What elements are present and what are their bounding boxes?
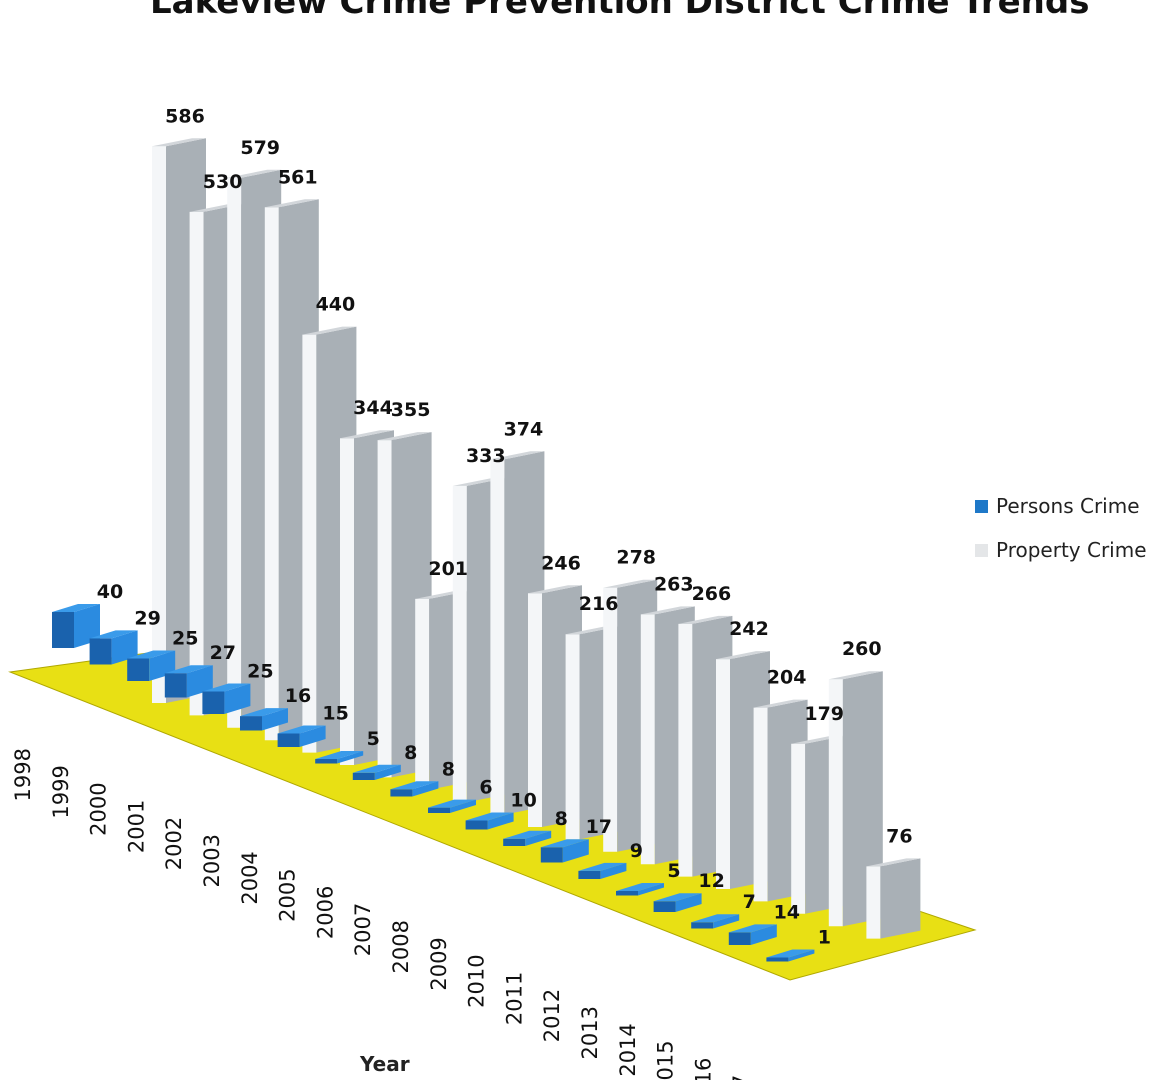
data-label-property-2001: 561 xyxy=(278,166,318,188)
data-label-property-2005: 201 xyxy=(428,558,468,580)
data-label-persons-2006: 8 xyxy=(404,742,417,764)
data-label-persons-2005: 5 xyxy=(367,728,380,750)
bar-property-2016 xyxy=(828,671,883,927)
data-label-persons-2000: 25 xyxy=(172,628,198,650)
legend-label-persons: Persons Crime xyxy=(996,494,1140,518)
data-label-persons-2002: 25 xyxy=(247,661,273,683)
data-label-property-2003: 344 xyxy=(353,397,393,419)
bar-property-2017 xyxy=(866,858,921,939)
bar-persons-1998 xyxy=(52,604,100,648)
x-tick-2005: 2005 xyxy=(276,868,300,921)
x-tick-2008: 2008 xyxy=(389,920,413,973)
data-label-property-2004: 355 xyxy=(391,399,431,421)
data-label-persons-2003: 16 xyxy=(285,685,311,707)
bar-persons-2015 xyxy=(691,914,740,929)
data-label-property-2013: 242 xyxy=(729,618,769,640)
x-tick-2004: 2004 xyxy=(238,851,262,904)
data-label-persons-2009: 10 xyxy=(510,790,536,812)
bar-persons-2017 xyxy=(766,949,815,962)
x-tick-2002: 2002 xyxy=(162,817,186,870)
data-label-persons-2014: 12 xyxy=(698,870,724,892)
x-tick-2006: 2006 xyxy=(313,886,337,939)
data-label-persons-2016: 14 xyxy=(774,901,800,923)
x-tick-2009: 2009 xyxy=(427,937,451,990)
data-label-persons-2011: 17 xyxy=(586,816,612,838)
bar-persons-2008 xyxy=(428,799,476,813)
bar-persons-2011 xyxy=(540,839,589,863)
bar-persons-1999 xyxy=(89,630,138,665)
x-axis-label: Year xyxy=(360,1052,410,1076)
data-label-persons-2013: 5 xyxy=(667,860,680,882)
legend-swatch-persons xyxy=(975,499,988,513)
bar-persons-2005 xyxy=(315,751,364,764)
bar-persons-2012 xyxy=(578,862,627,879)
data-label-property-2002: 440 xyxy=(316,294,356,316)
data-label-persons-2008: 6 xyxy=(479,777,492,799)
x-tick-1998: 1998 xyxy=(11,748,35,801)
bar-persons-2007 xyxy=(390,781,439,797)
legend-item-persons: Persons Crime xyxy=(975,484,1147,528)
data-label-persons-1998: 40 xyxy=(97,581,123,603)
data-label-persons-2007: 8 xyxy=(442,758,455,780)
data-label-property-2007: 374 xyxy=(504,418,544,440)
bar-persons-2001 xyxy=(164,665,213,698)
data-label-persons-2015: 7 xyxy=(743,891,756,913)
data-label-property-2014: 204 xyxy=(767,667,807,689)
data-label-property-2016: 260 xyxy=(842,638,882,660)
data-label-property-2010: 278 xyxy=(616,547,656,569)
bar-persons-2003 xyxy=(240,708,288,731)
data-label-persons-2001: 27 xyxy=(210,642,236,664)
data-label-property-2008: 246 xyxy=(541,552,581,574)
data-label-property-2015: 179 xyxy=(804,703,844,725)
data-label-persons-1999: 29 xyxy=(134,607,160,629)
x-tick-2001: 2001 xyxy=(124,800,148,853)
x-tick-2003: 2003 xyxy=(200,834,224,887)
legend-item-property: Property Crime xyxy=(975,528,1147,572)
bar-persons-2006 xyxy=(352,764,401,780)
data-label-property-2006: 333 xyxy=(466,445,506,467)
bar-persons-2010 xyxy=(503,830,552,846)
bar-persons-2004 xyxy=(277,725,326,747)
x-tick-1999: 1999 xyxy=(49,765,73,818)
x-tick-2016: 2016 xyxy=(691,1058,715,1080)
x-tick-2011: 2011 xyxy=(502,972,526,1025)
data-label-persons-2012: 9 xyxy=(630,840,643,862)
bar-persons-2013 xyxy=(616,883,664,896)
data-label-property-2009: 216 xyxy=(579,593,619,615)
data-label-property-1999: 530 xyxy=(203,171,243,193)
data-label-property-1998: 586 xyxy=(165,105,205,127)
x-tick-2000: 2000 xyxy=(87,782,111,835)
data-label-persons-2010: 8 xyxy=(555,808,568,830)
chart-title: Lakeview Crime Prevention District Crime… xyxy=(150,0,1090,22)
data-label-property-2011: 263 xyxy=(654,573,694,595)
data-label-property-2000: 579 xyxy=(240,137,280,159)
data-label-persons-2017: 1 xyxy=(818,927,831,949)
x-tick-2010: 2010 xyxy=(465,954,489,1007)
bar-persons-2009 xyxy=(465,812,514,830)
bar-persons-2002 xyxy=(202,683,251,714)
x-tick-2014: 2014 xyxy=(616,1023,640,1076)
legend: Persons Crime Property Crime xyxy=(975,484,1147,572)
legend-label-property: Property Crime xyxy=(996,538,1147,562)
data-label-property-2017: 76 xyxy=(886,825,912,847)
data-label-persons-2004: 15 xyxy=(322,703,348,725)
x-tick-2007: 2007 xyxy=(351,903,375,956)
x-tick-2017: 2017 xyxy=(729,1075,753,1080)
bar-persons-2016 xyxy=(728,924,777,945)
x-tick-2015: 2015 xyxy=(654,1040,678,1080)
legend-swatch-property xyxy=(975,543,988,557)
x-tick-2013: 2013 xyxy=(578,1006,602,1059)
x-tick-2012: 2012 xyxy=(540,989,564,1042)
data-label-property-2012: 266 xyxy=(692,583,732,605)
bar-persons-2014 xyxy=(653,893,702,912)
